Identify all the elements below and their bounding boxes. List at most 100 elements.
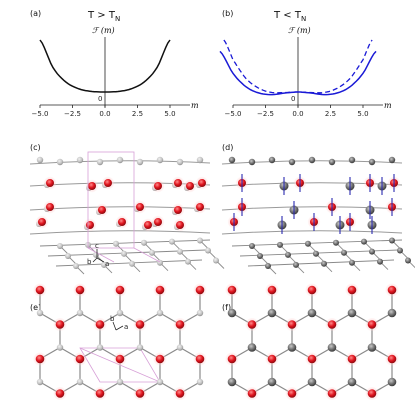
pale-atom: [36, 378, 44, 386]
panel-f-label: (f): [222, 303, 231, 312]
panel-b-tick-label: −5.0: [225, 110, 242, 118]
grey-atom: [287, 343, 297, 352]
bottom-atom: [205, 247, 211, 254]
panel-a-tick-label: −2.5: [64, 110, 81, 118]
grey-atom: [387, 377, 397, 387]
bottom-atom: [141, 239, 147, 246]
bottom-atom: [129, 260, 135, 267]
grey-atom: [267, 308, 277, 318]
red-atom: [115, 285, 125, 295]
panel-b: (b) T < TN ℱ (m) 0 m −5.0 −2.5 0.0 2.5 5.0: [219, 9, 392, 118]
honeycomb-bond: [247, 259, 395, 267]
red-atom: [247, 320, 257, 329]
red-atom: [176, 221, 184, 229]
red-atom: [347, 354, 357, 364]
panel-e-axes-triad: b a: [110, 315, 128, 331]
panel-a-ylabel: ℱ (m): [92, 26, 115, 35]
bottom-atom: [65, 253, 71, 259]
red-atom: [196, 203, 204, 211]
red-atom: [135, 389, 145, 398]
red-atom: [287, 389, 297, 398]
panel-b-ticks: −5.0 −2.5 0.0 2.5 5.0: [225, 105, 369, 118]
pale-atom: [196, 309, 204, 317]
bottom-atom: [213, 257, 219, 264]
bottom-atom: [73, 263, 79, 269]
panel-f-structure: [225, 283, 399, 400]
unit-cell: [87, 151, 135, 249]
bottom-atom: [333, 239, 339, 246]
pale-atom: [136, 344, 144, 351]
top-atom: [248, 158, 256, 166]
bottom-atom: [185, 258, 191, 265]
panel-b-tick-label: −2.5: [257, 110, 274, 118]
panel-e-structure: [33, 283, 207, 400]
red-atom: [118, 218, 126, 226]
bottom-atom: [405, 257, 411, 264]
top-atom: [156, 156, 164, 164]
panel-a-tick-label: 2.5: [132, 110, 143, 118]
red-atom: [35, 285, 45, 295]
bottom-atom: [389, 237, 395, 244]
bottom-atom: [369, 248, 375, 255]
bottom-atom: [321, 260, 327, 267]
pale-atom: [116, 378, 124, 386]
top-atom: [176, 158, 184, 166]
bottom-atom: [277, 241, 283, 248]
top-atom: [308, 156, 316, 164]
red-atom: [195, 354, 205, 364]
top-atom: [136, 158, 144, 166]
top-atom: [56, 158, 64, 166]
red-atom: [198, 179, 206, 187]
bottom-atom: [313, 250, 319, 257]
panel-c-label: (c): [30, 143, 41, 152]
red-atom: [155, 285, 165, 295]
pale-atom: [176, 344, 184, 351]
red-atom: [95, 320, 105, 329]
bottom-atom: [397, 247, 403, 254]
red-atom: [144, 221, 152, 229]
panel-a-label: (a): [30, 9, 41, 18]
bottom-atom: [361, 238, 367, 245]
panel-a-xlabel: m: [191, 101, 199, 110]
red-atom: [115, 354, 125, 364]
bottom-atom: [169, 238, 175, 245]
red-atom: [327, 389, 337, 398]
red-atom: [55, 389, 65, 398]
grey-atom: [367, 343, 377, 352]
top-atom: [288, 158, 296, 166]
red-atom: [307, 354, 317, 364]
top-atom: [36, 156, 44, 164]
bottom-atom: [305, 240, 311, 247]
bottom-atom: [349, 259, 355, 266]
top-atom: [348, 156, 356, 164]
red-atom: [46, 203, 54, 211]
red-atom: [195, 285, 205, 295]
pale-atom: [36, 309, 44, 317]
panel-a-tick-label: 0.0: [99, 110, 110, 118]
panel-e: (e) b a: [30, 283, 207, 400]
top-atom: [368, 158, 376, 166]
top-atom: [388, 156, 396, 164]
honeycomb-bond: [55, 259, 203, 267]
top-atom: [116, 156, 124, 164]
red-atom: [186, 182, 194, 190]
unit-cell: [87, 247, 115, 263]
honeycomb-bond: [231, 239, 403, 247]
red-atom: [86, 221, 94, 229]
top-atom: [196, 156, 204, 164]
top-atom: [228, 156, 236, 164]
panel-d-structure: [221, 156, 415, 275]
bottom-atom: [101, 261, 107, 268]
bottom-atom: [57, 243, 63, 249]
red-atom: [95, 389, 105, 398]
top-atom: [96, 158, 104, 166]
red-atom: [155, 354, 165, 364]
grey-atom: [307, 308, 317, 318]
layer-sheet: [221, 206, 403, 211]
bottom-atom: [197, 237, 203, 244]
bottom-atom: [113, 240, 119, 247]
bottom-atom: [177, 248, 183, 255]
bottom-atom: [121, 250, 127, 257]
unit-cell: [133, 247, 161, 263]
panel-c-axis-c: c: [95, 242, 99, 250]
